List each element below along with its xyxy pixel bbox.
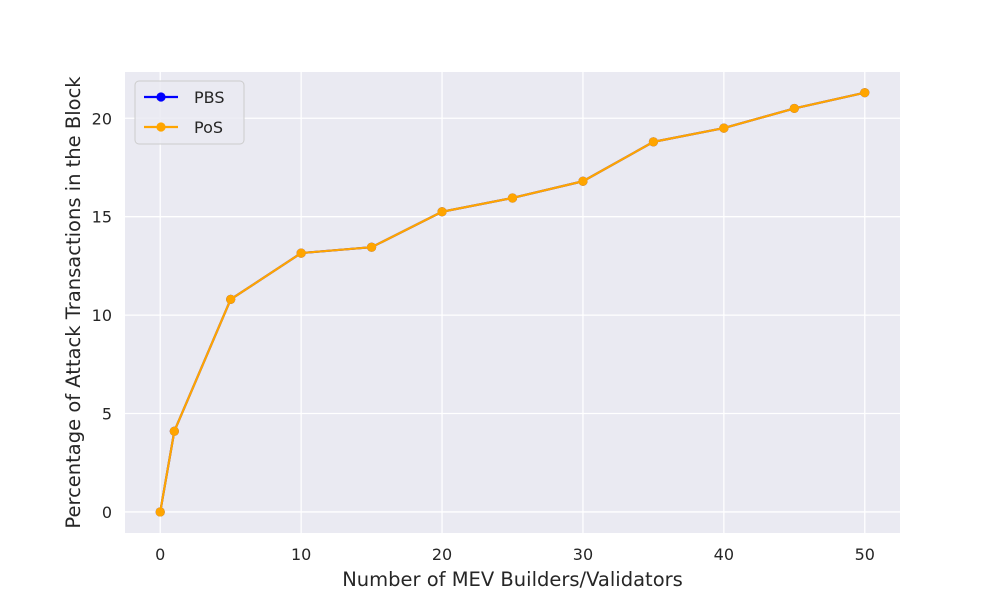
legend-label-pos: PoS (194, 118, 223, 137)
gridlines (125, 72, 900, 533)
x-axis-label: Number of MEV Builders/Validators (342, 568, 683, 591)
data-point-pos (789, 103, 799, 114)
y-tick-label: 10 (92, 306, 112, 325)
y-tick-label: 15 (92, 208, 112, 227)
data-point-pos (155, 507, 165, 517)
x-tick-label: 30 (573, 545, 593, 564)
data-point-pos (437, 207, 447, 217)
x-tick-label: 10 (291, 545, 311, 564)
x-tick-label: 0 (155, 545, 165, 564)
y-tick-label: 20 (92, 109, 112, 128)
x-tick-label: 50 (855, 545, 875, 564)
legend-marker-pos (156, 122, 166, 132)
x-tick-label: 20 (432, 545, 452, 564)
plot-area (125, 72, 900, 533)
y-tick-label: 5 (102, 405, 112, 424)
legend: PBS PoS (134, 80, 245, 145)
series-line-pos (159, 91, 866, 513)
tick-labels: 0 10 20 30 40 50 0 5 10 15 20 (92, 109, 875, 564)
series-pos (155, 88, 870, 517)
y-tick-label: 0 (102, 503, 112, 522)
y-axis-label: Percentage of Attack Transactions in the… (62, 76, 85, 529)
series-layer (155, 88, 870, 517)
legend-marker-pbs (156, 92, 166, 102)
x-tick-label: 40 (714, 545, 734, 564)
data-point-pos (366, 242, 377, 252)
data-point-pos (719, 123, 729, 133)
legend-label-pbs: PBS (194, 88, 225, 107)
data-point-pos (648, 137, 659, 147)
data-point-pos (507, 193, 518, 203)
data-point-pos (578, 176, 588, 186)
data-point-pos (296, 248, 306, 258)
data-point-pos (860, 88, 870, 98)
data-point-pos (226, 294, 236, 304)
legend-frame (134, 80, 245, 145)
data-point-pos (169, 426, 179, 436)
